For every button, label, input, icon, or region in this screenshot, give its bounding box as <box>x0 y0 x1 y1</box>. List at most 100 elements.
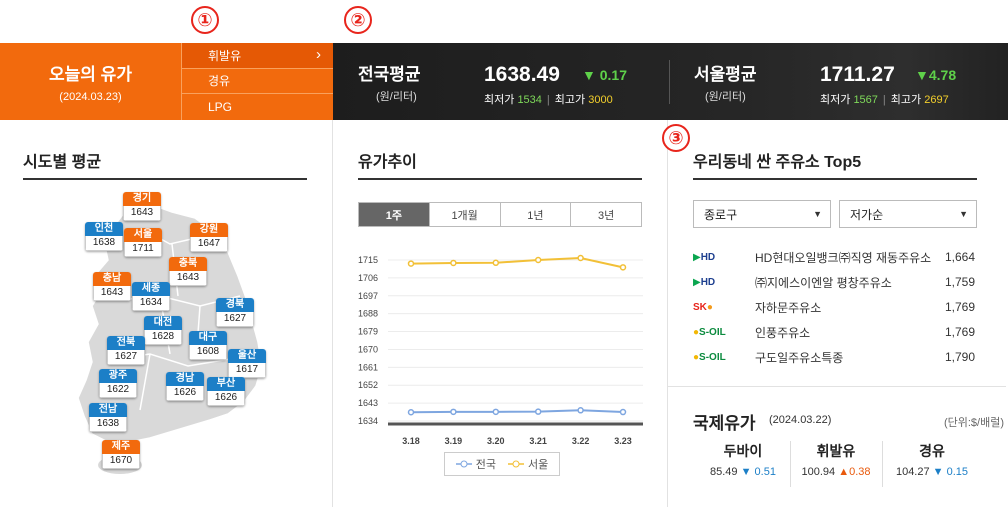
regional-divider <box>23 178 307 180</box>
y-tick-label: 1679 <box>358 327 378 337</box>
brand-logo-icon: ▶HD <box>693 251 716 263</box>
average-prices: 전국평균 (원/리터) 1638.49 ▼ 0.17 최저가 1534 | 최고가 … <box>333 43 1008 120</box>
station-row[interactable]: ●S-OIL 인풍주유소 1,769 <box>693 320 975 344</box>
tab-diesel[interactable]: 경유 <box>182 69 333 95</box>
data-point <box>577 407 584 414</box>
region-badge[interactable]: 경북 1627 <box>216 298 254 327</box>
region-name: 대전 <box>144 316 182 330</box>
national-max-label: 최고가 <box>554 94 586 106</box>
legend-seoul[interactable]: 서울 <box>508 456 548 472</box>
x-tick-label: 3.22 <box>572 436 590 446</box>
region-badge[interactable]: 인천 1638 <box>85 222 123 251</box>
district-select[interactable]: 종로구 ▼ <box>693 200 831 228</box>
region-name: 서울 <box>124 228 162 242</box>
region-value: 1643 <box>169 271 207 286</box>
tab-3-year[interactable]: 3년 <box>570 203 641 226</box>
region-badge[interactable]: 충북 1643 <box>169 257 207 286</box>
trend-title: 유가추이 <box>358 154 417 171</box>
intl-dubai-change: ▼ 0.51 <box>740 466 776 478</box>
chevron-down-icon: ▼ <box>813 209 822 219</box>
brand-logo-icon: ▶HD <box>693 276 716 288</box>
region-badge[interactable]: 전남 1638 <box>89 403 127 432</box>
sort-select[interactable]: 저가순 ▼ <box>839 200 977 228</box>
region-badge[interactable]: 광주 1622 <box>99 369 137 398</box>
region-value: 1627 <box>107 350 145 365</box>
legend-national-label: 전국 <box>475 459 496 471</box>
legend-seoul-label: 서울 <box>528 459 549 471</box>
region-name: 경남 <box>166 372 204 386</box>
stations-divider <box>693 178 977 180</box>
data-point <box>619 264 627 271</box>
region-badge[interactable]: 세종 1634 <box>132 282 170 311</box>
intl-diesel-value: 104.27 <box>895 466 930 478</box>
brand-logo-icon: SK● <box>693 301 713 313</box>
region-badge[interactable]: 대구 1608 <box>189 331 227 360</box>
region-value: 1626 <box>166 386 204 401</box>
region-value: 1622 <box>99 383 137 398</box>
seoul-max-label: 최고가 <box>890 94 922 106</box>
annotation-3: ③ <box>662 124 690 152</box>
region-badge[interactable]: 대전 1628 <box>144 316 182 345</box>
region-badge[interactable]: 전북 1627 <box>107 336 145 365</box>
tab-lpg[interactable]: LPG <box>208 99 233 114</box>
region-badge[interactable]: 충남 1643 <box>93 272 131 301</box>
brand-logo-icon: ●S-OIL <box>693 351 726 363</box>
region-badge[interactable]: 경기 1643 <box>123 192 161 221</box>
district-select-value: 종로구 <box>704 207 738 222</box>
tab-1-year[interactable]: 1년 <box>499 203 571 226</box>
tab-gasoline[interactable]: 휘발유 › <box>182 43 333 69</box>
cheap-stations-panel: 우리동네 싼 주유소 Top5 종로구 ▼ 저가순 ▼ ▶HD HD현대오일뱅크㈜직영… <box>668 120 1008 507</box>
price-divider <box>669 60 670 104</box>
region-badge[interactable]: 제주 1670 <box>102 440 140 469</box>
national-min: 1534 <box>517 94 542 106</box>
tab-1-month[interactable]: 1개월 <box>428 203 500 226</box>
fuel-type-tabs: 휘발유 › 경유 LPG <box>181 43 333 120</box>
period-tabs: 1주 1개월 1년 3년 <box>358 202 642 227</box>
y-tick-label: 1715 <box>358 255 378 265</box>
data-point <box>450 408 457 416</box>
data-point <box>619 408 627 416</box>
series-line <box>410 409 624 414</box>
station-row[interactable]: ▶HD HD현대오일뱅크㈜직영 재동주유소 1,664 <box>693 245 975 269</box>
intl-diesel-name: 경유 <box>919 443 945 459</box>
international-oil-price: 국제유가 (2024.03.22) (단위:$/배럴) 두바이 85.49 ▼ 0… <box>668 386 1006 507</box>
y-tick-label: 1706 <box>358 273 378 283</box>
data-point <box>407 409 415 416</box>
station-row[interactable]: ▶HD ㈜지에스이엔알 평창주유소 1,759 <box>693 270 975 294</box>
data-point <box>492 259 500 267</box>
national-unit: (원/리터) <box>376 91 417 103</box>
station-row[interactable]: SK● 자하문주유소 1,769 <box>693 295 975 319</box>
intl-diesel-change: ▼ 0.15 <box>932 466 969 478</box>
region-badge[interactable]: 부산 1626 <box>207 377 245 406</box>
region-badge[interactable]: 울산 1617 <box>228 349 266 378</box>
region-name: 광주 <box>99 369 137 383</box>
korea-map <box>77 203 263 474</box>
seoul-label: 서울평균 <box>694 65 757 84</box>
intl-dubai-name: 두바이 <box>723 443 763 459</box>
intl-diesel: 경유 104.27 ▼ 0.15 <box>884 441 980 497</box>
data-point <box>577 254 584 262</box>
region-badge[interactable]: 강원 1647 <box>190 223 228 252</box>
station-price: 1,759 <box>944 275 975 289</box>
region-value: 1626 <box>207 391 245 406</box>
region-value: 1608 <box>189 345 227 360</box>
legend-national[interactable]: 전국 <box>455 456 496 472</box>
regional-average-panel: 시도별 평균 경기 1643 인천 1638 서울 1711 강원 1647 충북 1643 충남 1… <box>0 120 333 507</box>
region-badge[interactable]: 서울 1711 <box>124 228 162 257</box>
region-value: 1711 <box>124 242 162 257</box>
today-title: 오늘의 유가 <box>49 65 132 84</box>
station-row[interactable]: ●S-OIL 구도일주유소특종 1,790 <box>693 345 975 369</box>
legend-national-marker <box>455 460 472 468</box>
data-point <box>534 256 542 264</box>
tab-1-week[interactable]: 1주 <box>359 203 429 226</box>
y-tick-label: 1670 <box>358 344 378 354</box>
region-value: 1638 <box>89 417 127 432</box>
price-trend-panel: 유가추이 1주 1개월 1년 3년 1715 1706 1697 1688 1679 16… <box>333 120 668 507</box>
chevron-down-icon: ▼ <box>959 209 968 219</box>
intl-gasoline-name: 휘발유 <box>816 443 856 459</box>
price-trend-chart: 1715 1706 1697 1688 1679 1670 1661 1652 1643 1634… <box>358 254 643 446</box>
region-name: 경북 <box>216 298 254 312</box>
today-date: (2024.03.23) <box>59 91 122 103</box>
region-name: 부산 <box>207 377 245 391</box>
region-badge[interactable]: 경남 1626 <box>166 372 204 401</box>
